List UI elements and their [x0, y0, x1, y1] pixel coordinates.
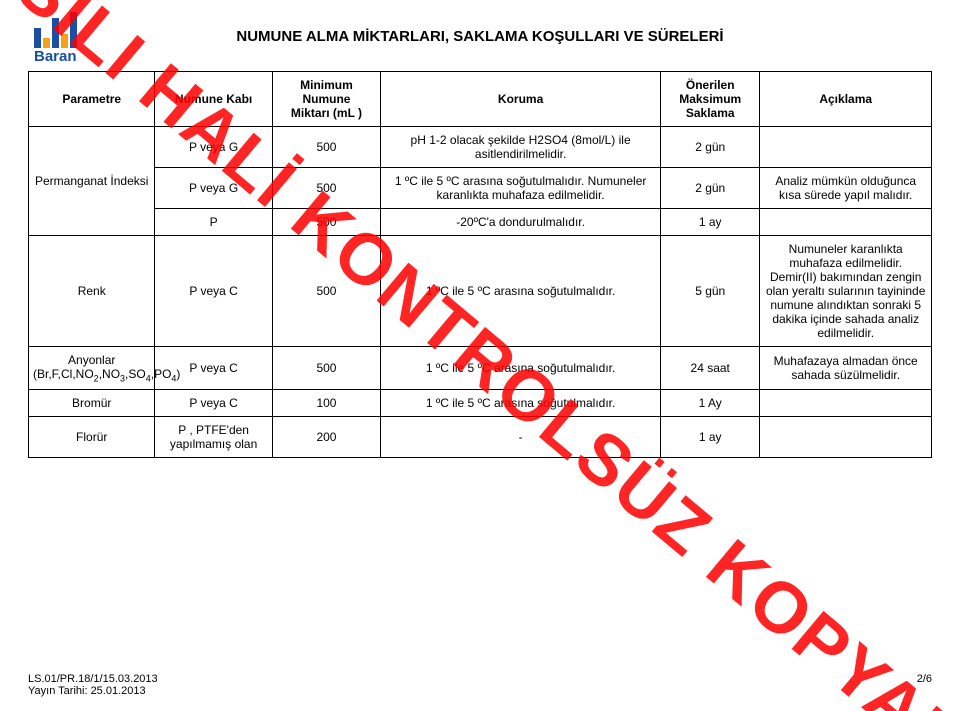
- cell-aciklama: [760, 417, 932, 458]
- logo-brand: Baran: [34, 48, 112, 65]
- table-row: BromürP veya C1001 ºC ile 5 ºC arasına s…: [29, 390, 932, 417]
- data-table: Parametre Numune Kabı Minimum Numune Mik…: [28, 71, 932, 458]
- table-row: Permanganat İndeksiP veya G500pH 1-2 ola…: [29, 127, 932, 168]
- col-header-koruma: Koruma: [381, 72, 661, 127]
- cell-koruma: -20ºC'a dondurulmalıdır.: [381, 209, 661, 236]
- cell-aciklama: Numuneler karanlıkta muhafaza edilmelidi…: [760, 236, 932, 347]
- footer-date: Yayın Tarihi: 25.01.2013: [28, 685, 158, 697]
- cell-saklama: 2 gün: [661, 168, 760, 209]
- cell-miktar: 500: [272, 209, 380, 236]
- cell-koruma: pH 1-2 olacak şekilde H2SO4 (8mol/L) ile…: [381, 127, 661, 168]
- cell-koruma: -: [381, 417, 661, 458]
- cell-koruma: 1 ºC ile 5 ºC arasına soğutulmalıdır.: [381, 236, 661, 347]
- cell-koruma: 1 ºC ile 5 ºC arasına soğutulmalıdır.: [381, 347, 661, 390]
- cell-miktar: 500: [272, 236, 380, 347]
- cell-kabi: P: [155, 209, 272, 236]
- cell-saklama: 1 ay: [661, 209, 760, 236]
- table-row: P veya G5001 ºC ile 5 ºC arasına soğutul…: [29, 168, 932, 209]
- cell-kabi: P veya C: [155, 236, 272, 347]
- cell-koruma: 1 ºC ile 5 ºC arasına soğutulmalıdır.: [381, 390, 661, 417]
- cell-kabi: P veya G: [155, 168, 272, 209]
- cell-saklama: 1 ay: [661, 417, 760, 458]
- cell-param: Renk: [29, 236, 155, 347]
- cell-miktar: 200: [272, 417, 380, 458]
- cell-saklama: 5 gün: [661, 236, 760, 347]
- cell-miktar: 500: [272, 347, 380, 390]
- footer-page: 2/6: [917, 673, 932, 697]
- cell-aciklama: Analiz mümkün olduğunca kısa sürede yapı…: [760, 168, 932, 209]
- cell-aciklama: [760, 390, 932, 417]
- table-row: P500-20ºC'a dondurulmalıdır.1 ay: [29, 209, 932, 236]
- cell-param: Anyonlar (Br,F,Cl,NO2,NO3,SO4,PO4): [29, 347, 155, 390]
- col-header-param: Parametre: [29, 72, 155, 127]
- cell-miktar: 500: [272, 168, 380, 209]
- footer: LS.01/PR.18/1/15.03.2013 Yayın Tarihi: 2…: [28, 673, 932, 697]
- logo-bars: [28, 12, 112, 48]
- page-title: NUMUNE ALMA MİKTARLARI, SAKLAMA KOŞULLAR…: [112, 28, 848, 45]
- logo: Baran: [28, 12, 112, 65]
- table-row: Anyonlar (Br,F,Cl,NO2,NO3,SO4,PO4)P veya…: [29, 347, 932, 390]
- cell-param: Florür: [29, 417, 155, 458]
- cell-saklama: 2 gün: [661, 127, 760, 168]
- cell-aciklama: [760, 127, 932, 168]
- cell-kabi: P veya C: [155, 390, 272, 417]
- cell-param: Permanganat İndeksi: [29, 127, 155, 236]
- cell-param: Bromür: [29, 390, 155, 417]
- table-row: FlorürP , PTFE'den yapılmamış olan200-1 …: [29, 417, 932, 458]
- cell-saklama: 24 saat: [661, 347, 760, 390]
- table-row: RenkP veya C5001 ºC ile 5 ºC arasına soğ…: [29, 236, 932, 347]
- cell-koruma: 1 ºC ile 5 ºC arasına soğutulmalıdır. Nu…: [381, 168, 661, 209]
- col-header-saklama: Önerilen Maksimum Saklama: [661, 72, 760, 127]
- cell-aciklama: [760, 209, 932, 236]
- table-body: Permanganat İndeksiP veya G500pH 1-2 ola…: [29, 127, 932, 458]
- footer-code: LS.01/PR.18/1/15.03.2013: [28, 673, 158, 685]
- cell-kabi: P , PTFE'den yapılmamış olan: [155, 417, 272, 458]
- cell-aciklama: Muhafazaya almadan önce sahada süzülmeli…: [760, 347, 932, 390]
- cell-kabi: P veya G: [155, 127, 272, 168]
- col-header-kabi: Numune Kabı: [155, 72, 272, 127]
- cell-miktar: 500: [272, 127, 380, 168]
- col-header-miktar: Minimum Numune Miktarı (mL ): [272, 72, 380, 127]
- cell-miktar: 100: [272, 390, 380, 417]
- col-header-aciklama: Açıklama: [760, 72, 932, 127]
- cell-saklama: 1 Ay: [661, 390, 760, 417]
- table-header-row: Parametre Numune Kabı Minimum Numune Mik…: [29, 72, 932, 127]
